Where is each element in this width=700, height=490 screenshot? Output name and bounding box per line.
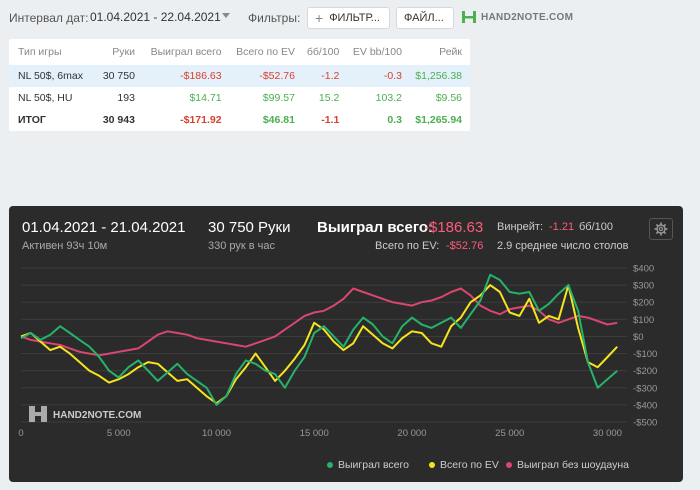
- header-won-total[interactable]: Выиграл всего: [150, 46, 222, 58]
- filters-label: Фильтры:: [248, 11, 301, 25]
- chart-grid: [21, 267, 627, 423]
- series-line-1: [20, 284, 618, 405]
- y-tick-label: -$500: [633, 418, 657, 429]
- cell-ev: -$52.76: [229, 65, 303, 87]
- cell-hands: 30 943: [102, 114, 135, 126]
- legend-won[interactable]: Выиграл всего: [327, 459, 409, 471]
- cell-ev-bb100: -0.3: [347, 65, 410, 87]
- summary-header-row: Тип игры Руки Выиграл всего Всего по EV …: [9, 39, 470, 65]
- legend-ev-dot: [429, 462, 435, 468]
- chart-watermark: HAND2NOTE.COM: [29, 406, 141, 422]
- y-tick-label: -$100: [633, 349, 657, 360]
- hand2note-logo-icon: [462, 11, 476, 23]
- cell-won: -$171.92: [180, 114, 222, 126]
- table-row[interactable]: NL 50$, 6max 30 750 -$186.63 -$52.76 -1.…: [9, 65, 470, 87]
- cell-won: $14.71: [189, 92, 222, 104]
- y-tick-label: $0: [633, 332, 644, 343]
- ev-total-label: Всего по EV:: [375, 240, 440, 252]
- legend-won-label: Выиграл всего: [338, 459, 409, 471]
- cell-ev-bb100: 103.2: [375, 92, 402, 104]
- legend-ev-label: Всего по EV: [440, 459, 499, 471]
- winrate-label: Винрейт:: [497, 221, 544, 233]
- plus-icon: +: [315, 10, 324, 26]
- hand2note-logo: HAND2NOTE.COM: [461, 9, 573, 25]
- header-hands[interactable]: Руки: [112, 46, 135, 58]
- legend-ev[interactable]: Всего по EV: [429, 459, 499, 471]
- date-range-picker[interactable]: 01.04.2021 - 22.04.2021: [90, 10, 221, 24]
- cell-bb100: -1.2: [302, 65, 348, 87]
- won-total-value: -$186.63: [424, 219, 484, 236]
- summary-table: Тип игры Руки Выиграл всего Всего по EV …: [9, 39, 470, 131]
- interval-label: Интервал дат:: [9, 11, 89, 25]
- filter-button-label: ФИЛЬТР...: [329, 12, 380, 24]
- cell-rake: $1,256.38: [409, 65, 470, 87]
- header-game-type[interactable]: Тип игры: [18, 46, 62, 58]
- winrate-unit: бб/100: [579, 221, 614, 233]
- y-tick-label: $300: [633, 281, 654, 292]
- cell-rake: $1,265.94: [415, 114, 462, 126]
- avg-tables-text: 2.9 среднее число столов: [497, 240, 629, 252]
- hands-rate-text: 330 рук в час: [208, 240, 276, 252]
- y-tick-label: $200: [633, 298, 654, 309]
- x-tick-label: 20 000: [397, 428, 426, 439]
- files-button-label: ФАЙЛ...: [404, 12, 444, 24]
- period-text: 01.04.2021 - 21.04.2021: [22, 219, 186, 236]
- x-tick-label: 5 000: [107, 428, 131, 439]
- table-row[interactable]: NL 50$, HU 193 $14.71 $99.57 15.2 103.2 …: [9, 87, 470, 109]
- chart-lines: [20, 273, 618, 406]
- cell-hands: 30 750: [98, 65, 143, 87]
- graph-settings-button[interactable]: [649, 218, 673, 240]
- table-total-row: ИТОГ 30 943 -$171.92 $46.81 -1.1 0.3 $1,…: [9, 109, 470, 131]
- series-line-0: [20, 273, 618, 406]
- x-tick-label: 30 000: [593, 428, 622, 439]
- x-tick-label: 25 000: [495, 428, 524, 439]
- legend-won-dot: [327, 462, 333, 468]
- filter-button[interactable]: + ФИЛЬТР...: [307, 7, 390, 29]
- y-tick-label: $100: [633, 315, 654, 326]
- cell-hands: 193: [117, 92, 135, 104]
- files-button[interactable]: ФАЙЛ...: [396, 7, 454, 29]
- header-rake[interactable]: Рейк: [439, 46, 462, 58]
- cell-ev-bb100: 0.3: [387, 114, 402, 126]
- winrate-value: -1.21: [549, 221, 575, 233]
- cell-ev: $46.81: [262, 114, 295, 126]
- cell-game-type: ИТОГ: [18, 114, 46, 126]
- y-axis-ticks: $400 $300 $200 $100 $0 -$100 -$200 -$300 -$400 -$…: [633, 264, 657, 429]
- top-toolbar: Интервал дат: 01.04.2021 - 22.04.2021 Фи…: [0, 0, 700, 34]
- cell-game-type: NL 50$, HU: [18, 92, 73, 104]
- cell-won: -$186.63: [142, 65, 230, 87]
- y-tick-label: $400: [633, 264, 654, 275]
- legend-noshowdown-dot: [506, 462, 512, 468]
- gear-icon: [654, 222, 668, 236]
- header-ev-total[interactable]: Всего по EV: [236, 46, 295, 58]
- y-tick-label: -$400: [633, 400, 657, 411]
- x-axis-ticks: 0 5 000 10 000 15 000 20 000 25 000 30 000: [18, 428, 622, 439]
- x-tick-label: 10 000: [202, 428, 231, 439]
- series-line-2: [20, 287, 618, 357]
- logo-text: HAND2NOTE.COM: [481, 11, 574, 23]
- cell-ev: $99.57: [262, 92, 295, 104]
- cell-game-type: NL 50$, 6max: [9, 65, 99, 87]
- x-tick-label: 0: [18, 428, 23, 439]
- x-tick-label: 15 000: [300, 428, 329, 439]
- legend-noshowdown-label: Выиграл без шоудауна: [517, 459, 629, 471]
- y-tick-label: -$200: [633, 366, 657, 377]
- hands-text: 30 750 Руки: [208, 219, 291, 236]
- watermark-text: HAND2NOTE.COM: [53, 410, 141, 421]
- ev-total-value: -$52.76: [446, 240, 484, 252]
- header-ev-bb100[interactable]: EV bb/100: [352, 46, 402, 58]
- profit-chart[interactable]: HAND2NOTE.COM $400 $300 $200 $100 $0 -$100 -$2…: [9, 206, 683, 482]
- header-bb100[interactable]: бб/100: [306, 46, 340, 58]
- legend-noshowdown[interactable]: Выиграл без шоудауна: [506, 459, 629, 471]
- cell-bb100: 15.2: [318, 92, 340, 104]
- cell-rake: $9.56: [435, 92, 462, 104]
- graph-panel: 01.04.2021 - 21.04.2021 Активен 93ч 10м …: [9, 206, 683, 482]
- active-time-text: Активен 93ч 10м: [22, 240, 108, 252]
- won-total-label: Выиграл всего:: [317, 219, 434, 236]
- chevron-down-icon[interactable]: [222, 13, 230, 18]
- y-tick-label: -$300: [633, 383, 657, 394]
- cell-bb100: -1.1: [321, 114, 340, 126]
